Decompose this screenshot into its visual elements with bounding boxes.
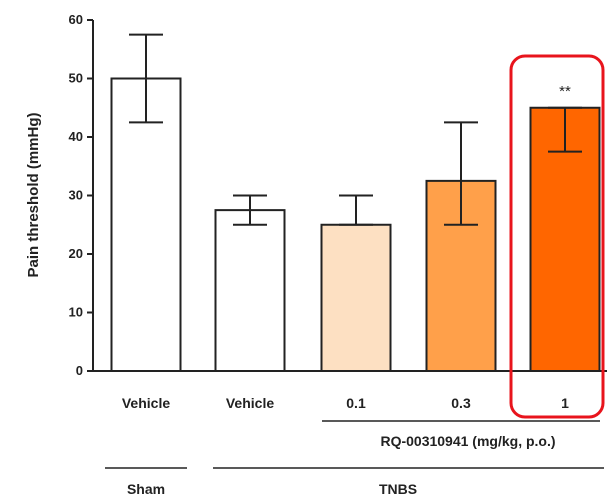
y-tick-label: 10 — [69, 305, 83, 320]
annotations: ** — [509, 54, 605, 419]
group-labels: RQ-00310941 (mg/kg, p.o.) Sham TNBS — [105, 420, 604, 497]
dose-group-label: RQ-00310941 (mg/kg, p.o.) — [380, 433, 555, 449]
highlight-box — [509, 54, 605, 419]
bar — [110, 77, 182, 372]
category-labels: Vehicle Vehicle 0.1 0.3 1 — [122, 395, 569, 411]
category-label: Vehicle — [226, 395, 274, 411]
category-label: 1 — [561, 395, 569, 411]
error-bars — [129, 33, 582, 226]
category-label: 0.3 — [451, 395, 471, 411]
y-axis-ticks: 0 10 20 30 40 50 60 — [69, 12, 93, 378]
group-label: Sham — [127, 481, 165, 497]
group-label: TNBS — [379, 481, 417, 497]
category-label: 0.1 — [346, 395, 366, 411]
significance-marker: ** — [559, 83, 571, 100]
bars — [110, 77, 601, 372]
y-tick-label: 50 — [69, 71, 83, 86]
y-tick-label: 0 — [76, 363, 83, 378]
y-axis-label: Pain threshold (mmHg) — [25, 112, 42, 277]
y-tick-label: 30 — [69, 188, 83, 203]
y-tick-label: 60 — [69, 12, 83, 27]
category-label: Vehicle — [122, 395, 170, 411]
y-tick-label: 20 — [69, 246, 83, 261]
y-tick-label: 40 — [69, 129, 83, 144]
bar — [320, 223, 392, 372]
bar — [214, 209, 286, 372]
